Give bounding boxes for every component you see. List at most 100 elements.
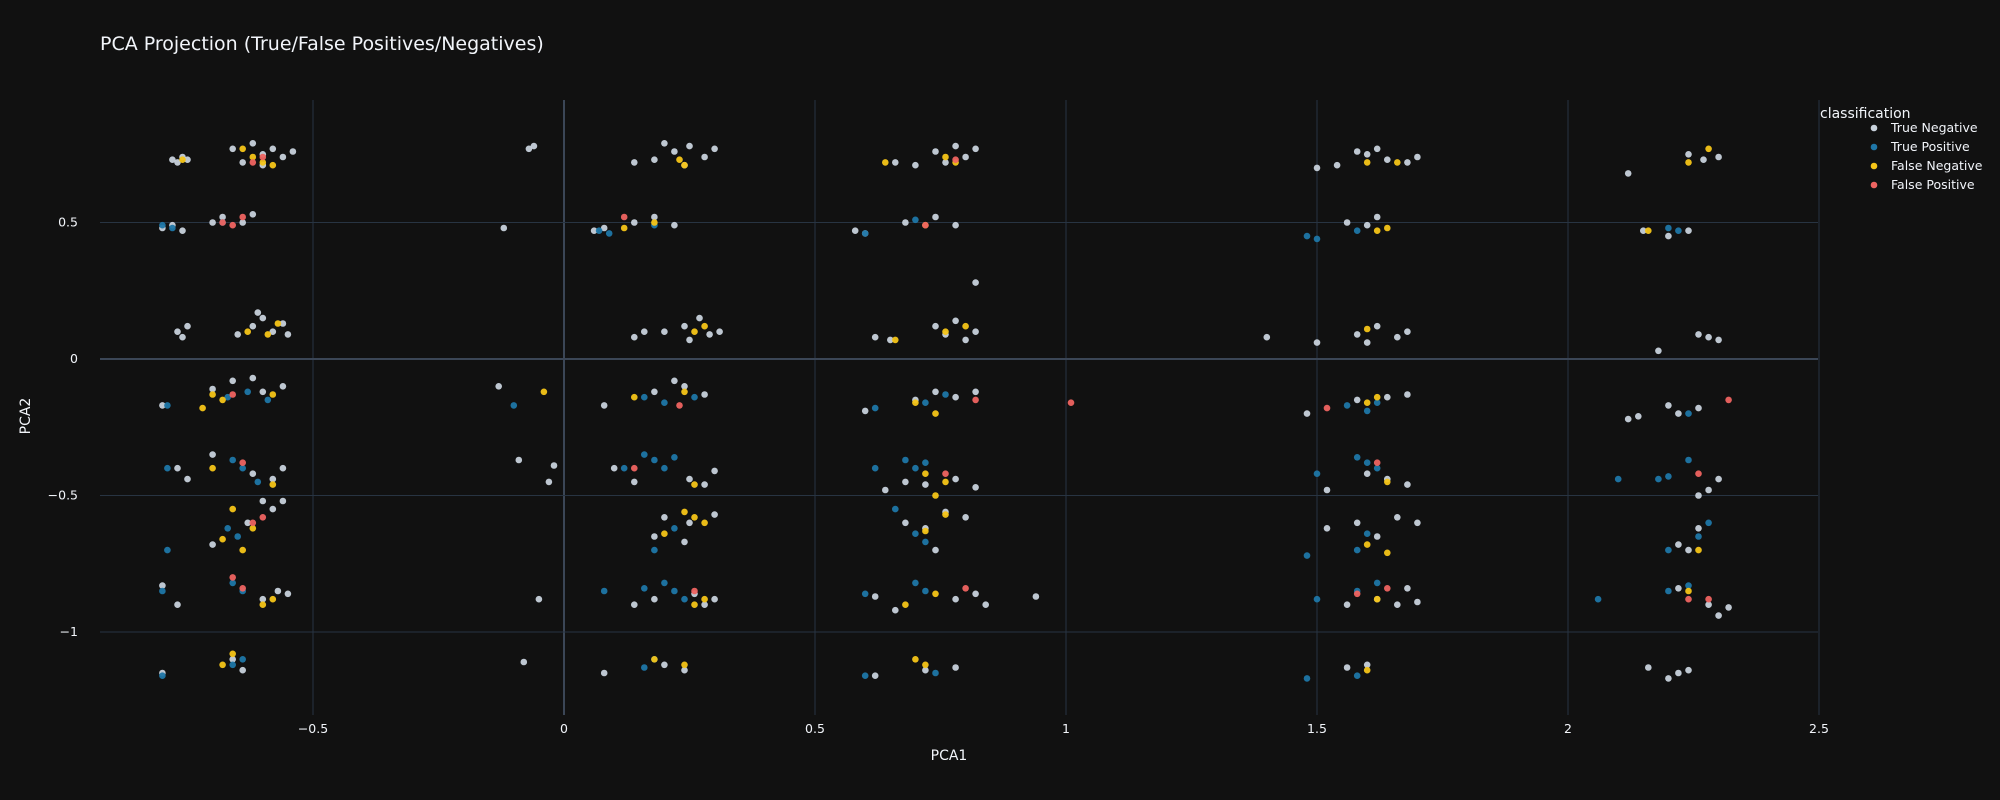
data-point	[229, 661, 236, 669]
data-point	[219, 213, 226, 221]
data-point	[259, 514, 267, 521]
data-point	[912, 579, 919, 587]
points-layer	[159, 140, 1732, 682]
data-point	[600, 402, 608, 409]
data-point	[922, 661, 929, 669]
legend-item-false-positive[interactable]: False Positive	[1870, 177, 1975, 192]
data-point	[1373, 393, 1381, 401]
data-point	[1373, 464, 1381, 472]
data-point	[239, 145, 246, 153]
data-point	[1384, 549, 1391, 557]
data-point	[701, 519, 708, 527]
data-point	[1313, 470, 1321, 478]
data-point	[701, 601, 708, 608]
data-point	[701, 595, 708, 603]
data-point	[691, 481, 698, 488]
data-point	[932, 492, 939, 499]
data-point	[942, 328, 949, 336]
data-point	[269, 391, 277, 398]
data-point	[239, 159, 246, 166]
legend-label: False Negative	[1891, 158, 1983, 173]
data-point	[631, 464, 638, 472]
data-point	[1715, 336, 1722, 344]
legend[interactable]: classification True Negative True Positiv…	[1820, 106, 1983, 192]
data-point	[641, 328, 648, 336]
data-point	[224, 393, 231, 401]
data-point	[1353, 227, 1361, 234]
data-point	[892, 159, 899, 166]
data-point	[1384, 478, 1391, 486]
data-point	[1343, 601, 1351, 608]
data-point	[249, 153, 257, 161]
data-point	[641, 664, 648, 671]
data-point	[269, 595, 277, 603]
data-point	[912, 656, 919, 663]
data-point	[686, 519, 693, 527]
data-point	[595, 227, 603, 234]
data-point	[174, 601, 181, 608]
data-point	[671, 148, 678, 155]
data-point	[661, 579, 668, 587]
data-point	[661, 399, 668, 407]
data-point	[922, 538, 929, 546]
data-point	[239, 585, 246, 592]
legend-item-true-positive[interactable]: True Positive	[1870, 139, 1970, 154]
data-point	[1384, 224, 1391, 232]
data-point	[279, 320, 287, 327]
data-point	[239, 464, 246, 472]
data-point	[651, 219, 658, 226]
data-point	[711, 595, 718, 603]
data-point	[1665, 587, 1672, 595]
data-point	[550, 462, 558, 469]
data-point	[922, 587, 929, 595]
data-point	[686, 336, 693, 344]
legend-item-true-negative[interactable]: True Negative	[1870, 120, 1978, 135]
data-point	[1363, 151, 1371, 158]
data-point	[239, 666, 246, 674]
data-point	[952, 393, 959, 401]
data-point	[701, 322, 708, 330]
data-point	[545, 478, 553, 486]
data-point	[1695, 492, 1702, 499]
data-point	[1373, 213, 1381, 221]
data-point	[962, 153, 969, 161]
data-point	[962, 336, 969, 344]
data-point	[1363, 325, 1371, 333]
data-point	[209, 391, 216, 398]
data-point	[1343, 402, 1351, 409]
data-point	[1373, 399, 1381, 407]
x-tick-label: 1.5	[1307, 721, 1327, 736]
x-tick-label: 0	[560, 721, 568, 736]
data-point	[902, 519, 909, 527]
data-point	[932, 590, 939, 598]
legend-items[interactable]: True Negative True Positive False Negative…	[1870, 120, 1983, 192]
data-point	[264, 331, 272, 338]
data-point	[159, 587, 166, 595]
data-point	[1404, 481, 1411, 488]
data-point	[239, 213, 246, 221]
chart-title: PCA Projection (True/False Positives/Neg…	[100, 33, 544, 55]
data-point	[922, 527, 929, 535]
data-point	[510, 402, 518, 409]
data-point	[495, 383, 503, 390]
data-point	[229, 391, 236, 398]
data-point	[1685, 227, 1692, 234]
data-point	[1685, 456, 1692, 464]
x-tick-label: 2.5	[1809, 721, 1829, 736]
data-point	[274, 320, 282, 327]
data-point	[942, 391, 949, 398]
data-point	[239, 656, 246, 663]
data-point	[179, 333, 186, 341]
data-point	[972, 279, 979, 286]
data-point	[1394, 159, 1401, 166]
data-point	[1715, 475, 1722, 483]
data-point	[641, 451, 648, 458]
data-point	[600, 224, 608, 232]
data-point	[952, 156, 959, 163]
data-point	[229, 650, 236, 658]
data-point	[691, 328, 698, 336]
data-point	[269, 328, 277, 336]
data-point	[1303, 675, 1311, 682]
data-point	[244, 388, 251, 396]
legend-item-false-negative[interactable]: False Negative	[1870, 158, 1983, 173]
